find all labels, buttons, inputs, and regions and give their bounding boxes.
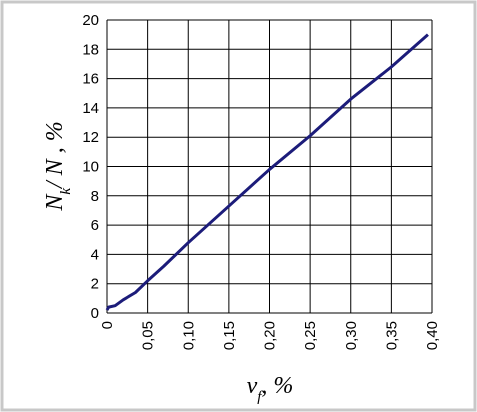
- y-tick-label: 10: [82, 159, 99, 176]
- x-tick-label: 0,40: [424, 321, 441, 350]
- x-axis-label-part: , %: [261, 373, 293, 399]
- y-tick-label: 6: [91, 217, 99, 234]
- y-tick-label: 12: [82, 129, 99, 146]
- y-tick-label: 20: [82, 12, 99, 29]
- y-axis-label: Nk/ N , %: [42, 121, 74, 211]
- data-line: [105, 33, 429, 311]
- y-tick-label: 2: [91, 276, 99, 293]
- y-tick-label: 18: [82, 41, 99, 58]
- x-tick-label: 0,15: [221, 321, 238, 350]
- y-tick-label: 0: [91, 305, 99, 322]
- y-tick-label: 4: [91, 246, 99, 263]
- x-tick-label: 0,25: [302, 321, 319, 350]
- x-tick-label: 0,05: [140, 321, 157, 350]
- y-axis-label-part: N: [42, 193, 68, 212]
- x-axis-label: vf, %: [247, 373, 294, 405]
- x-tick-label: 0,30: [343, 321, 360, 350]
- x-tick-label: 0,35: [383, 321, 400, 350]
- y-tick-label: 14: [82, 100, 99, 117]
- y-tick-label: 8: [91, 188, 99, 205]
- x-tick-label: 0: [99, 321, 116, 329]
- y-axis-label-part: / N , %: [42, 121, 68, 190]
- x-tick-label: 0,10: [180, 321, 197, 350]
- y-axis-label-part: k: [58, 188, 74, 195]
- x-axis-label-part: f: [257, 389, 263, 405]
- x-tick-label: 0,20: [262, 321, 279, 350]
- x-axis-label-part: v: [247, 373, 258, 399]
- y-tick-label: 16: [82, 71, 99, 88]
